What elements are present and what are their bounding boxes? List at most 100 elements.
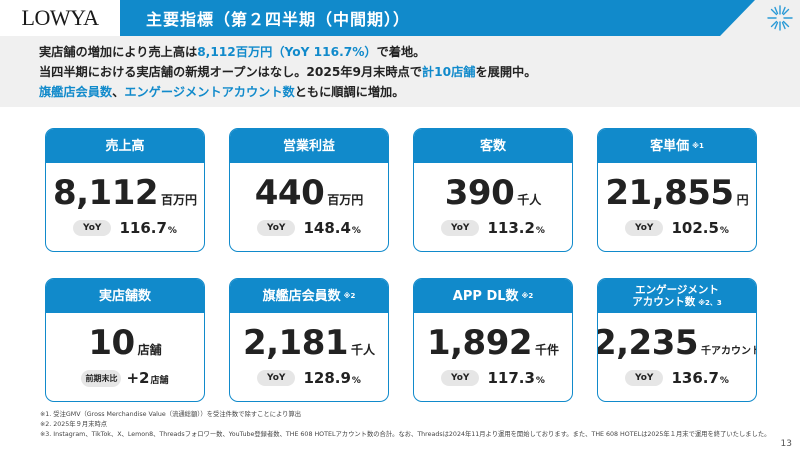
kpi-card-avg-spend: 客単価 ※1 21,855 円 YoY 102.5% — [597, 128, 757, 252]
kpi-card-operating-profit: 営業利益 440 百万円 YoY 148.4% — [229, 128, 389, 252]
yoy-badge: YoY — [257, 370, 296, 386]
card-title-text: 営業利益 — [282, 138, 335, 154]
change-number: 102.5 — [671, 219, 719, 237]
change-unit: % — [719, 226, 729, 236]
yoy-badge: YoY — [441, 220, 480, 236]
yoy-value: 136.7% — [671, 369, 728, 387]
card-unit: 千アカウント — [701, 346, 757, 357]
card-title-text: アカウント数 — [632, 295, 696, 308]
summary-text: で着地。 — [376, 45, 426, 59]
change-number: 116.7 — [119, 219, 167, 237]
change-value: +2店舗 — [126, 369, 168, 387]
yoy-value: 148.4% — [303, 219, 360, 237]
card-title-text: 客数 — [479, 138, 506, 154]
change-unit: % — [351, 376, 361, 386]
change-unit: % — [535, 226, 545, 236]
change-number: +2 — [126, 369, 150, 387]
change-number: 148.4 — [303, 219, 351, 237]
summary-text: ともに順調に増加。 — [294, 85, 405, 99]
kpi-card-app-downloads: APP DL数 ※2 1,892 千件 YoY 117.3% — [413, 278, 573, 402]
card-value: 8,112 — [52, 173, 159, 213]
footnote-ref: ※2、3 — [698, 298, 722, 307]
footnote-ref: ※2 — [521, 291, 534, 300]
card-title-text: APP DL数 — [452, 288, 519, 304]
card-title: APP DL数 ※2 — [414, 279, 572, 313]
card-title: 旗艦店会員数 ※2 — [230, 279, 388, 313]
card-value: 390 — [444, 173, 515, 213]
kpi-card-stores: 実店舗数 10 店舗 前期末比 +2店舗 — [45, 278, 205, 402]
yoy-value: 116.7% — [119, 219, 176, 237]
change-number: 113.2 — [487, 219, 535, 237]
header: LOWYA 主要指標（第２四半期（中間期）） — [0, 0, 800, 36]
footnote-1: ※1. 受注GMV（Gross Merchandise Value（流通総額））… — [40, 411, 302, 418]
footnote-2: ※2. 2025年９月末時点 — [40, 421, 108, 428]
burst-icon — [767, 5, 793, 31]
logo-area: LOWYA — [0, 0, 120, 36]
yoy-badge: YoY — [625, 220, 664, 236]
summary-line-1: 実店舗の増加により売上高は8,112百万円（YoY 116.7%）で着地。 — [39, 42, 800, 62]
card-unit: 千人 — [517, 193, 542, 207]
change-unit: % — [351, 226, 361, 236]
change-number: 128.9 — [303, 369, 351, 387]
summary-line-2: 当四半期における実店舗の新規オープンはなし。2025年9月末時点で計10店舗を展… — [39, 62, 800, 82]
summary-text: 実店舗の増加により売上高は — [39, 45, 198, 59]
summary-highlight: 8,112百万円（YoY 116.7%） — [197, 45, 377, 59]
yoy-badge: YoY — [625, 370, 664, 386]
summary-text: 、 — [112, 85, 125, 99]
change-number: 117.3 — [487, 369, 535, 387]
summary-band: 実店舗の増加により売上高は8,112百万円（YoY 116.7%）で着地。 当四… — [0, 36, 800, 107]
change-unit: % — [535, 376, 545, 386]
yoy-badge: YoY — [257, 220, 296, 236]
card-title: 客単価 ※1 — [598, 129, 756, 163]
card-value: 10 — [88, 323, 135, 363]
yoy-value: 117.3% — [487, 369, 544, 387]
card-title: 客数 — [414, 129, 572, 163]
qoq-badge: 前期末比 — [81, 369, 122, 387]
footnote-ref: ※2 — [343, 291, 356, 300]
kpi-card-flagship-members: 旗艦店会員数 ※2 2,181 千人 YoY 128.9% — [229, 278, 389, 402]
card-title: 営業利益 — [230, 129, 388, 163]
card-unit: 円 — [736, 193, 749, 207]
kpi-card-sales: 売上高 8,112 百万円 YoY 116.7% — [45, 128, 205, 252]
change-unit: 店舗 — [150, 376, 169, 386]
summary-line-3: 旗艦店会員数、エンゲージメントアカウント数ともに順調に増加。 — [39, 82, 800, 102]
card-title-text: 売上高 — [105, 138, 145, 154]
card-unit: 百万円 — [161, 193, 198, 207]
footnote-3: ※3. Instagram、TikTok、X、Lemon8、Threadsフォロ… — [40, 431, 771, 438]
card-value: 1,892 — [426, 323, 533, 363]
title-band: 主要指標（第２四半期（中間期）） — [120, 0, 755, 36]
yoy-value: 102.5% — [671, 219, 728, 237]
card-unit: 百万円 — [327, 193, 364, 207]
page-title: 主要指標（第２四半期（中間期）） — [146, 10, 411, 29]
card-title-text: 旗艦店会員数 — [262, 288, 341, 304]
card-title-text: 実店舗数 — [98, 288, 151, 304]
change-number: 136.7 — [671, 369, 719, 387]
yoy-badge: YoY — [73, 220, 112, 236]
footnotes: ※1. 受注GMV（Gross Merchandise Value（流通総額））… — [40, 410, 770, 440]
card-unit: 千件 — [535, 343, 560, 357]
card-value: 440 — [254, 173, 325, 213]
yoy-badge: YoY — [441, 370, 480, 386]
summary-text: を展開中。 — [475, 65, 537, 79]
card-title-text: 客単価 — [650, 138, 690, 154]
change-unit: % — [719, 376, 729, 386]
card-value: 2,181 — [242, 323, 349, 363]
card-title: 売上高 — [46, 129, 204, 163]
card-value: 2,235 — [597, 323, 699, 363]
kpi-card-engagement-accounts: エンゲージメント アカウント数 ※2、3 2,235 千アカウント YoY 136.7… — [597, 278, 757, 402]
change-unit: % — [167, 226, 177, 236]
card-unit: 店舗 — [137, 343, 162, 357]
summary-text: 当四半期における実店舗の新規オープンはなし。2025年9月末時点で — [39, 65, 422, 79]
card-title-line2: アカウント数 ※2、3 — [632, 296, 722, 309]
yoy-value: 128.9% — [303, 369, 360, 387]
kpi-card-customers: 客数 390 千人 YoY 113.2% — [413, 128, 573, 252]
card-unit: 千人 — [351, 343, 376, 357]
page-number: 13 — [780, 439, 792, 449]
card-title-text: エンゲージメント — [635, 283, 719, 296]
summary-highlight: エンゲージメントアカウント数 — [124, 85, 295, 99]
card-title: 実店舗数 — [46, 279, 204, 313]
card-value: 21,855 — [605, 173, 734, 213]
footnote-ref: ※1 — [692, 141, 704, 150]
summary-highlight: 計10店舗 — [421, 65, 476, 79]
yoy-value: 113.2% — [487, 219, 544, 237]
